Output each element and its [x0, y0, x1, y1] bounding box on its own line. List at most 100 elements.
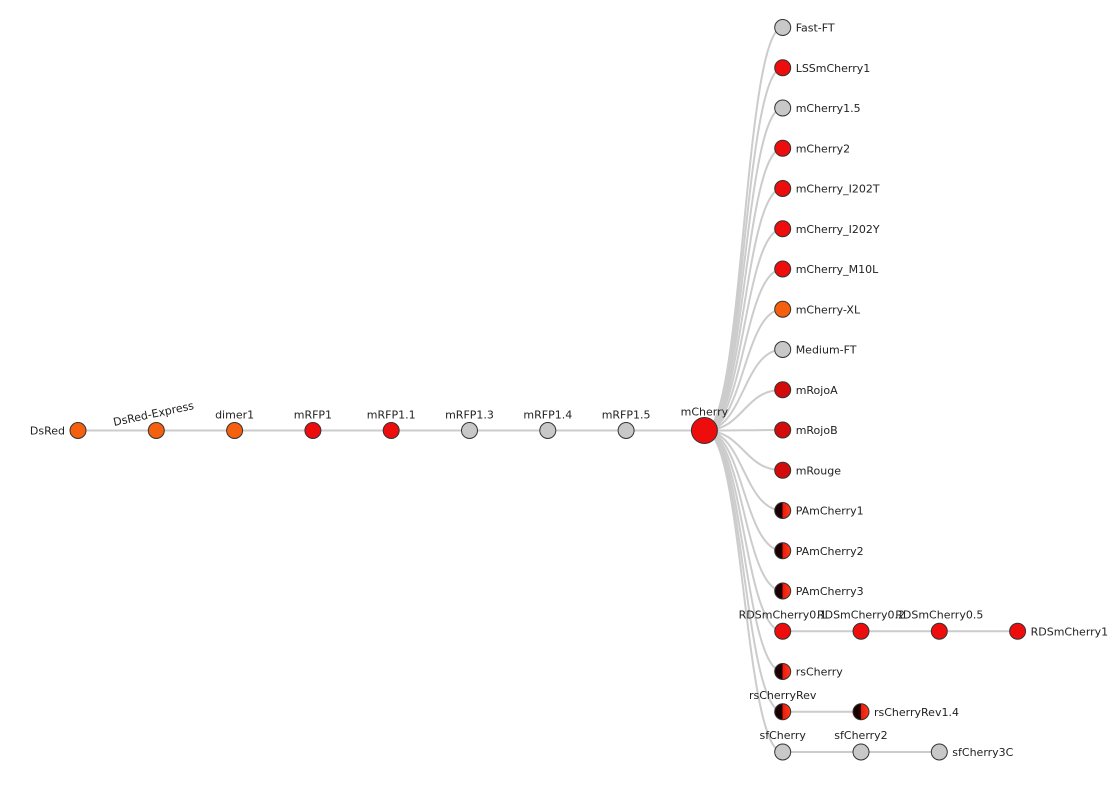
node-label-mcherry-i202y[interactable]: mCherry_I202Y	[796, 223, 880, 236]
node-label-mcherry2[interactable]: mCherry2	[796, 142, 851, 155]
node-label-sfcherry[interactable]: sfCherry	[760, 729, 807, 742]
node-mcherry-i202y[interactable]: mCherry_I202Y	[774, 220, 880, 238]
node-rscherryrev1-4[interactable]: rsCherryRev1.4	[852, 703, 959, 721]
node-circle-rdsmcherry1[interactable]	[1009, 622, 1027, 640]
node-label-mcherry-m10l[interactable]: mCherry_M10L	[796, 263, 879, 276]
node-label-rdsmcherry0-1[interactable]: RDSmCherry0.1	[739, 608, 827, 621]
node-circle-mrfp1-4[interactable]	[539, 422, 557, 439]
node-circle-mcherry2[interactable]	[774, 139, 792, 157]
node-sfcherry3c[interactable]: sfCherry3C	[930, 743, 1014, 761]
node-label-medium-ft[interactable]: Medium-FT	[796, 344, 857, 357]
node-label-mcherry[interactable]: mCherry	[681, 406, 729, 419]
node-label-fast-ft[interactable]: Fast-FT	[796, 22, 835, 35]
node-sfcherry[interactable]: sfCherry	[760, 729, 807, 761]
node-circle-rscherryrev[interactable]	[774, 703, 792, 721]
node-dsred[interactable]: DsRed	[30, 422, 87, 439]
node-mcherry-i202t[interactable]: mCherry_I202T	[774, 180, 880, 197]
node-circle-rscherryrev1-4[interactable]	[852, 703, 870, 721]
node-label-mcherry-i202t[interactable]: mCherry_I202T	[796, 183, 880, 196]
node-rscherry[interactable]: rsCherry	[774, 663, 844, 680]
node-circle-mrfp1[interactable]	[304, 422, 322, 439]
node-circle-rdsmcherry0-1[interactable]	[774, 622, 792, 640]
node-dsred-express[interactable]: DsRed-Express	[112, 399, 195, 439]
node-circle-mrouge[interactable]	[774, 461, 792, 479]
node-label-pamcherry3[interactable]: PAmCherry3	[796, 585, 864, 598]
node-circle-mcherry-i202y[interactable]	[774, 220, 792, 238]
node-rdsmcherry1[interactable]: RDSmCherry1	[1009, 622, 1109, 640]
node-label-lssmcherry1[interactable]: LSSmCherry1	[796, 62, 871, 75]
node-mrfp1-4[interactable]: mRFP1.4	[523, 409, 572, 439]
node-mrojoa[interactable]: mRojoA	[774, 381, 838, 399]
node-mcherry-m10l[interactable]: mCherry_M10L	[774, 260, 879, 278]
node-mcherry-xl[interactable]: mCherry-XL	[774, 300, 861, 318]
node-circle-mrojob[interactable]	[774, 421, 792, 439]
node-label-mcherry1-5[interactable]: mCherry1.5	[796, 102, 861, 115]
node-label-rscherry[interactable]: rsCherry	[796, 666, 844, 679]
node-label-pamcherry1[interactable]: PAmCherry1	[796, 505, 864, 518]
node-rscherryrev[interactable]: rsCherryRev	[749, 689, 817, 721]
node-circle-mrfp1-5[interactable]	[617, 422, 635, 439]
node-circle-mcherry-xl[interactable]	[774, 300, 792, 318]
node-label-mrfp1-4[interactable]: mRFP1.4	[523, 409, 572, 422]
node-dimer1[interactable]: dimer1	[215, 409, 254, 439]
node-medium-ft[interactable]: Medium-FT	[774, 341, 857, 358]
node-label-mrfp1-1[interactable]: mRFP1.1	[367, 409, 416, 422]
node-rdsmcherry0-2[interactable]: RDSmCherry0.2	[817, 608, 905, 640]
node-mrfp1-1[interactable]: mRFP1.1	[367, 409, 416, 439]
node-mrojob[interactable]: mRojoB	[774, 421, 838, 439]
node-circle-mcherry-m10l[interactable]	[774, 260, 792, 278]
node-circle-dimer1[interactable]	[226, 422, 244, 439]
node-label-mrfp1-3[interactable]: mRFP1.3	[445, 409, 494, 422]
node-circle-dsred[interactable]	[69, 422, 87, 439]
node-circle-sfcherry2[interactable]	[852, 743, 870, 761]
node-label-mrouge[interactable]: mRouge	[796, 464, 842, 477]
node-circle-mrfp1-3[interactable]	[461, 422, 478, 439]
node-circle-lssmcherry1[interactable]	[774, 59, 792, 77]
node-mrfp1-3[interactable]: mRFP1.3	[445, 409, 494, 439]
node-circle-mcherry1-5[interactable]	[774, 99, 792, 117]
node-label-dimer1[interactable]: dimer1	[215, 409, 254, 422]
node-circle-pamcherry1[interactable]	[774, 502, 792, 519]
node-label-rdsmcherry0-2[interactable]: RDSmCherry0.2	[817, 608, 905, 621]
node-circle-pamcherry2[interactable]	[774, 542, 792, 560]
node-rdsmcherry0-5[interactable]: RDSmCherry0.5	[895, 608, 983, 640]
node-mcherry2[interactable]: mCherry2	[774, 139, 851, 157]
node-label-rscherryrev[interactable]: rsCherryRev	[749, 689, 817, 702]
node-pamcherry1[interactable]: PAmCherry1	[774, 502, 864, 519]
node-label-mrfp1[interactable]: mRFP1	[294, 409, 332, 422]
node-circle-fast-ft[interactable]	[774, 19, 792, 36]
node-label-sfcherry3c[interactable]: sfCherry3C	[952, 746, 1013, 759]
node-label-rscherryrev1-4[interactable]: rsCherryRev1.4	[874, 706, 959, 719]
node-circle-mcherry[interactable]	[690, 417, 718, 444]
node-lssmcherry1[interactable]: LSSmCherry1	[774, 59, 871, 77]
node-circle-rdsmcherry0-5[interactable]	[930, 622, 948, 640]
node-circle-mrfp1-1[interactable]	[382, 422, 400, 439]
node-mrfp1-5[interactable]: mRFP1.5	[602, 409, 651, 439]
node-sfcherry2[interactable]: sfCherry2	[834, 729, 888, 761]
node-circle-sfcherry3c[interactable]	[930, 743, 948, 761]
node-label-sfcherry2[interactable]: sfCherry2	[834, 729, 887, 742]
node-fast-ft[interactable]: Fast-FT	[774, 19, 835, 36]
node-label-mrfp1-5[interactable]: mRFP1.5	[602, 409, 651, 422]
node-circle-mrojoa[interactable]	[774, 381, 792, 399]
node-label-rdsmcherry0-5[interactable]: RDSmCherry0.5	[895, 608, 983, 621]
node-label-pamcherry2[interactable]: PAmCherry2	[796, 545, 864, 558]
node-pamcherry2[interactable]: PAmCherry2	[774, 542, 864, 560]
node-circle-dsred-express[interactable]	[147, 422, 165, 439]
node-mcherry[interactable]: mCherry	[681, 406, 729, 444]
node-pamcherry3[interactable]: PAmCherry3	[774, 582, 864, 600]
node-label-mcherry-xl[interactable]: mCherry-XL	[796, 303, 861, 316]
node-rdsmcherry0-1[interactable]: RDSmCherry0.1	[739, 608, 827, 640]
node-circle-pamcherry3[interactable]	[774, 582, 792, 600]
node-label-rdsmcherry1[interactable]: RDSmCherry1	[1031, 625, 1109, 638]
node-label-mrojob[interactable]: mRojoB	[796, 424, 838, 437]
node-mrouge[interactable]: mRouge	[774, 461, 842, 479]
node-circle-sfcherry[interactable]	[774, 743, 792, 761]
node-label-dsred[interactable]: DsRed	[30, 425, 65, 438]
node-label-mrojoa[interactable]: mRojoA	[796, 384, 838, 397]
node-circle-mcherry-i202t[interactable]	[774, 180, 792, 197]
node-mrfp1[interactable]: mRFP1	[294, 409, 332, 439]
node-circle-rdsmcherry0-2[interactable]	[852, 622, 870, 640]
node-circle-medium-ft[interactable]	[774, 341, 792, 358]
node-circle-rscherry[interactable]	[774, 663, 792, 680]
